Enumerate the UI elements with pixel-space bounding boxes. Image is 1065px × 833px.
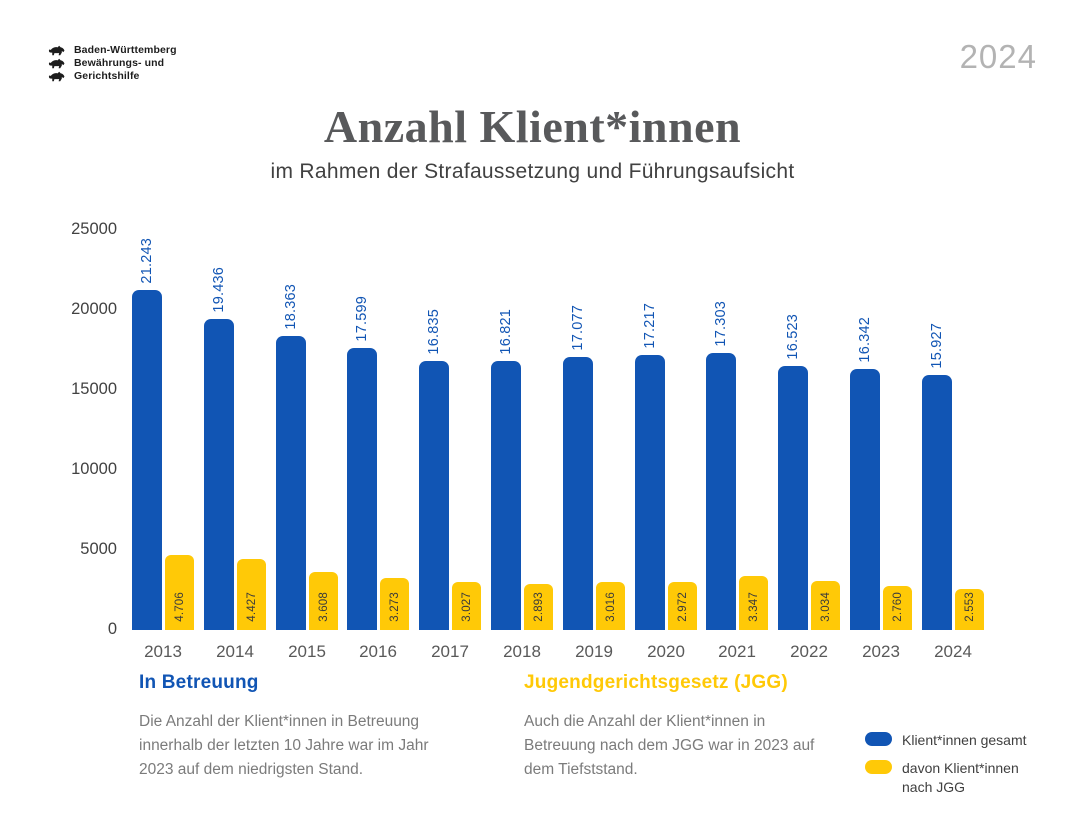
bar-jgg-2021 xyxy=(739,576,768,630)
page-title: Anzahl Klient*innen xyxy=(323,101,742,152)
bw-lion-icon xyxy=(48,45,65,55)
bar-value-label: 16.342 xyxy=(857,317,873,363)
bar-value-label: 21.243 xyxy=(139,238,155,284)
y-axis-tick-label: 15000 xyxy=(71,380,117,398)
bar-jgg-2022 xyxy=(811,581,840,630)
legend-label: davon Klient*innen nach JGG xyxy=(902,759,1019,795)
bar-value-label: 19.436 xyxy=(211,267,227,313)
x-tick-2018: 2018 xyxy=(503,642,541,661)
legend-swatch-total xyxy=(865,732,892,746)
bar-value-label: 18.363 xyxy=(283,284,299,330)
logo-line: Baden-Württemberg xyxy=(48,44,177,56)
chart-legend: Klient*innen gesamt davon Klient*innen n… xyxy=(865,731,1042,797)
bar-jgg-2019 xyxy=(596,582,625,630)
x-tick-2013: 2013 xyxy=(144,642,182,661)
bar-value-label: 17.077 xyxy=(570,305,586,351)
note-text: Die Anzahl der Klient*innen in Betreuung… xyxy=(139,713,429,779)
bar-jgg-2016 xyxy=(380,578,409,630)
y-axis-tick-label: 25000 xyxy=(71,220,117,238)
bar-value-total-2016: 17.599 xyxy=(347,224,377,342)
x-tick-2021: 2021 xyxy=(718,642,756,661)
bar-total-2014 xyxy=(204,319,234,630)
x-tick-2022: 2022 xyxy=(790,642,828,661)
bar-value-label: 16.523 xyxy=(785,314,801,360)
bar-value-total-2018: 16.821 xyxy=(491,237,521,355)
bar-value-total-2014: 19.436 xyxy=(204,195,234,313)
bar-value-total-2022: 16.523 xyxy=(778,242,808,360)
y-axis-tick-label: 20000 xyxy=(71,300,117,318)
x-tick-2023: 2023 xyxy=(862,642,900,661)
bar-jgg-2014 xyxy=(237,559,266,630)
note-text: Auch die Anzahl der Klient*innen in Betr… xyxy=(524,713,815,779)
x-tick-2017: 2017 xyxy=(431,642,469,661)
legend-label: Klient*innen gesamt xyxy=(902,732,1027,748)
bar-value-total-2020: 17.217 xyxy=(635,231,665,349)
bar-total-2020 xyxy=(635,355,665,630)
x-tick-2024: 2024 xyxy=(934,642,972,661)
bar-jgg-2017 xyxy=(452,582,481,630)
note-jgg: Jugendgerichtsgesetz (JGG) Auch die Anza… xyxy=(524,672,824,782)
bar-total-2013 xyxy=(132,290,162,630)
bar-total-2021 xyxy=(706,353,736,630)
note-heading: In Betreuung xyxy=(139,672,259,693)
x-tick-2015: 2015 xyxy=(288,642,326,661)
bar-jgg-2018 xyxy=(524,584,553,630)
bar-total-2023 xyxy=(850,369,880,630)
bar-value-total-2019: 17.077 xyxy=(563,233,593,351)
x-tick-2014: 2014 xyxy=(216,642,254,661)
bar-value-label: 17.303 xyxy=(713,301,729,347)
bar-value-label: 17.217 xyxy=(642,303,658,349)
bar-value-label: 17.599 xyxy=(354,296,370,342)
bar-value-label: 16.835 xyxy=(426,309,442,355)
x-tick-2019: 2019 xyxy=(575,642,613,661)
logo-text-line: Bewährungs- und xyxy=(74,57,165,69)
bar-value-total-2013: 21.243 xyxy=(132,166,162,284)
legend-item-total: Klient*innen gesamt xyxy=(865,731,1042,750)
bar-value-total-2024: 15.927 xyxy=(922,251,952,369)
bar-total-2015 xyxy=(276,336,306,630)
bw-lion-icon xyxy=(48,71,65,81)
bar-jgg-2013 xyxy=(165,555,194,630)
x-tick-2020: 2020 xyxy=(647,642,685,661)
bar-value-total-2021: 17.303 xyxy=(706,229,736,347)
page-subtitle: im Rahmen der Strafaussetzung und Führun… xyxy=(270,160,795,183)
note-in-betreuung: In Betreuung Die Anzahl der Klient*innen… xyxy=(139,672,454,782)
bar-value-label: 15.927 xyxy=(929,323,945,369)
y-axis-tick-label: 0 xyxy=(107,620,117,638)
logo-line: Gerichtshilfe xyxy=(48,70,177,82)
bar-value-total-2023: 16.342 xyxy=(850,245,880,363)
bar-value-label: 16.821 xyxy=(498,309,514,355)
note-heading: Jugendgerichtsgesetz (JGG) xyxy=(524,672,788,693)
bar-total-2018 xyxy=(491,361,521,630)
logo-text-line: Gerichtshilfe xyxy=(74,70,140,82)
bar-jgg-2023 xyxy=(883,586,912,630)
bar-jgg-2024 xyxy=(955,589,984,630)
legend-item-jgg: davon Klient*innen nach JGG xyxy=(865,759,1042,797)
report-year: 2024 xyxy=(959,38,1037,75)
bar-jgg-2015 xyxy=(309,572,338,630)
logo-text-line: Baden-Württemberg xyxy=(74,44,177,56)
bar-total-2022 xyxy=(778,366,808,630)
bw-lion-icon xyxy=(48,58,65,68)
bar-total-2016 xyxy=(347,348,377,630)
legend-swatch-jgg xyxy=(865,759,892,774)
y-axis-tick-label: 5000 xyxy=(80,540,117,558)
bar-total-2017 xyxy=(419,361,449,630)
bar-value-total-2015: 18.363 xyxy=(276,212,306,330)
bar-value-total-2017: 16.835 xyxy=(419,237,449,355)
y-axis-tick-label: 10000 xyxy=(71,460,117,478)
bar-jgg-2020 xyxy=(668,582,697,630)
bar-total-2024 xyxy=(922,375,952,630)
x-tick-2016: 2016 xyxy=(359,642,397,661)
logo-line: Bewährungs- und xyxy=(48,57,177,69)
bw-logo: Baden-Württemberg Bewährungs- und Gerich… xyxy=(48,44,177,82)
bar-total-2019 xyxy=(563,357,593,630)
